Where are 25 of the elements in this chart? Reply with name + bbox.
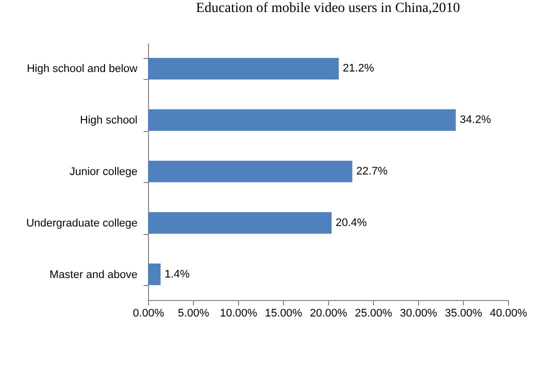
data-label: 22.7% [356,166,388,178]
x-tick-label: 35.00% [444,308,482,320]
bar [148,58,339,80]
data-label: 21.2% [342,62,374,75]
x-tick-label: 30.00% [400,308,438,320]
x-tick-label: 5.00% [178,308,210,320]
y-tick-label: Master and above [49,268,138,281]
x-tick-label: 0.00% [132,308,164,320]
x-tick-label: 25.00% [354,308,392,320]
y-tick-label: High school and below [26,63,138,76]
bar [148,160,352,182]
bar [148,264,161,286]
y-tick-label: Undergraduate college [26,217,138,230]
bar [148,109,456,131]
x-tick-label: 10.00% [220,308,258,320]
data-label: 1.4% [164,268,190,280]
data-label: 20.4% [336,216,368,229]
y-tick-label: Junior college [70,166,138,178]
x-tick-label: 40.00% [490,308,528,320]
chart-title: Education of mobile video users in China,2010 [196,1,460,16]
y-tick-label: High school [80,114,138,127]
data-label: 34.2% [460,114,492,126]
bar [148,212,332,234]
x-tick-label: 15.00% [264,308,302,320]
x-tick-label: 20.00% [310,308,348,320]
